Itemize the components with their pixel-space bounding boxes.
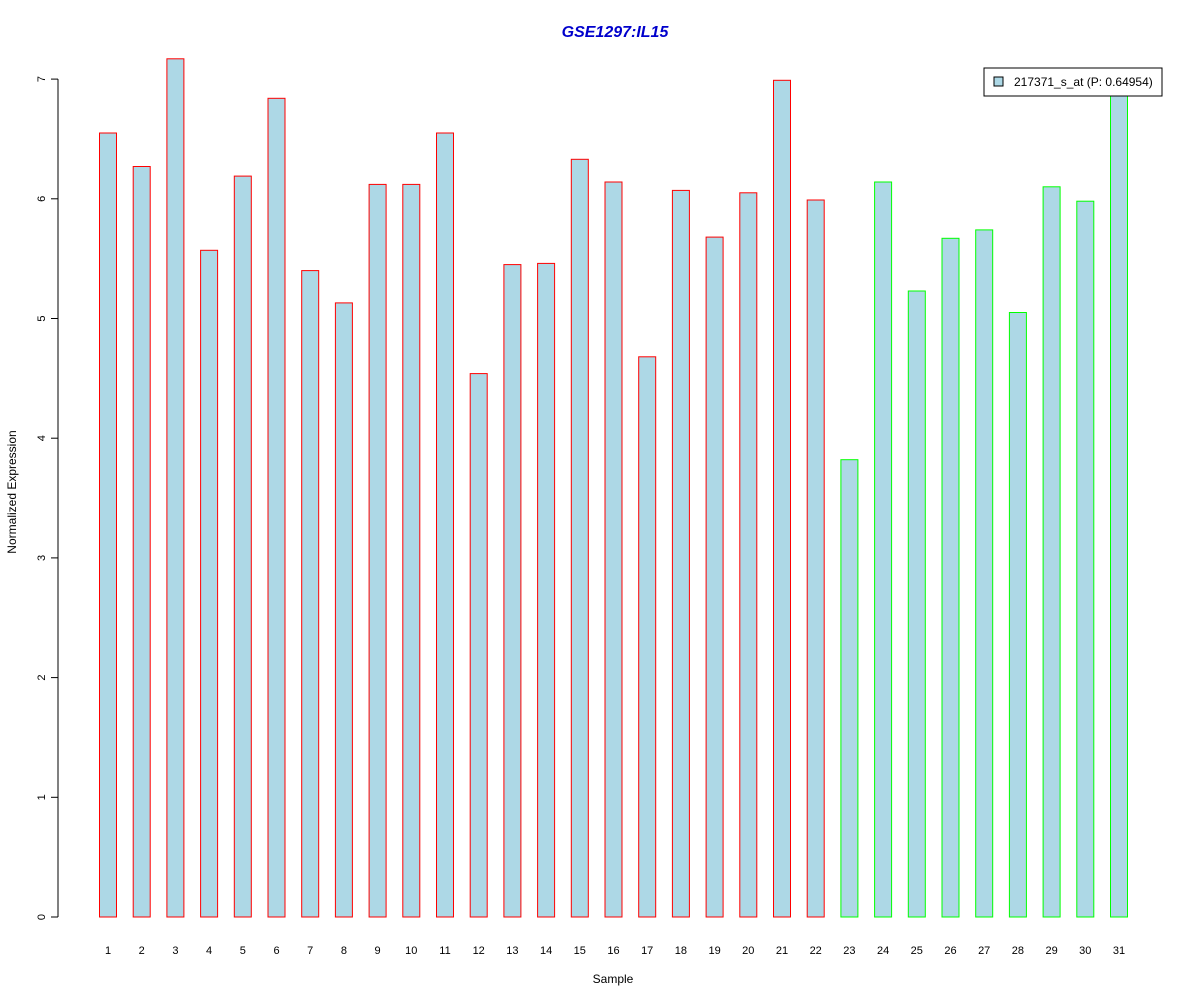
bar-sample-30 bbox=[1076, 200, 1095, 918]
bar-sample-15 bbox=[570, 158, 589, 918]
bar-sample-26 bbox=[941, 237, 960, 918]
bar-sample-18 bbox=[671, 189, 690, 918]
bar-sample-1 bbox=[99, 132, 117, 918]
bar-sample-2 bbox=[132, 166, 151, 918]
y-axis-label: Normalized Expression bbox=[5, 430, 19, 553]
bar-sample-17 bbox=[638, 356, 657, 918]
legend-swatch bbox=[993, 76, 1004, 87]
bar-sample-31 bbox=[1110, 95, 1128, 918]
y-tick-label: 2 bbox=[36, 675, 48, 681]
bar-sample-9 bbox=[368, 183, 387, 918]
x-tick-label: 31 bbox=[1113, 945, 1125, 957]
x-tick-label: 17 bbox=[641, 945, 653, 957]
y-tick-label: 5 bbox=[36, 315, 48, 321]
bar-sample-28 bbox=[1008, 312, 1027, 918]
y-tick-label: 7 bbox=[36, 76, 48, 82]
legend-label: 217371_s_at (P: 0.64954) bbox=[1014, 75, 1153, 89]
bar-sample-16 bbox=[604, 181, 623, 918]
x-tick-label: 23 bbox=[843, 945, 855, 957]
x-tick-labels: 1 2 3 4 5 6 7 8 9 10 11 12 13 14 15 16 17 18 19 20 21 22 23 24 2… bbox=[105, 945, 1125, 957]
y-tick-label: 3 bbox=[36, 555, 48, 561]
x-tick-label: 21 bbox=[776, 945, 788, 957]
bar-sample-23 bbox=[840, 459, 859, 918]
x-tick-label: 24 bbox=[877, 945, 889, 957]
bar-sample-4 bbox=[200, 249, 219, 918]
x-axis-label: Sample bbox=[593, 972, 634, 986]
y-tick-label: 4 bbox=[36, 435, 48, 441]
bar-sample-29 bbox=[1042, 186, 1061, 918]
x-tick-label: 30 bbox=[1079, 945, 1091, 957]
y-tick-label: 6 bbox=[36, 196, 48, 202]
bar-sample-8 bbox=[334, 302, 353, 918]
x-tick-label: 11 bbox=[439, 945, 450, 957]
x-tick-label: 6 bbox=[273, 945, 279, 957]
x-tick-label: 8 bbox=[341, 945, 347, 957]
x-tick-label: 16 bbox=[607, 945, 619, 957]
x-tick-label: 26 bbox=[944, 945, 956, 957]
legend: 217371_s_at (P: 0.64954) bbox=[983, 67, 1163, 97]
legend-box bbox=[983, 67, 1163, 97]
x-tick-label: 19 bbox=[708, 945, 720, 957]
x-tick-label: 1 bbox=[105, 945, 111, 957]
x-tick-label: 3 bbox=[172, 945, 178, 957]
x-tick-label: 4 bbox=[206, 945, 212, 957]
bars-group bbox=[99, 58, 1128, 918]
bar-sample-5 bbox=[233, 175, 252, 918]
x-tick-label: 7 bbox=[307, 945, 313, 957]
x-tick-label: 2 bbox=[139, 945, 145, 957]
bar-sample-12 bbox=[469, 373, 488, 918]
bar-sample-3 bbox=[166, 58, 185, 918]
bar-sample-27 bbox=[975, 229, 994, 918]
x-tick-label: 29 bbox=[1045, 945, 1057, 957]
x-tick-label: 10 bbox=[405, 945, 417, 957]
x-tick-label: 18 bbox=[675, 945, 687, 957]
x-tick-label: 12 bbox=[473, 945, 485, 957]
bar-sample-22 bbox=[806, 199, 825, 918]
bar-sample-7 bbox=[301, 270, 320, 918]
x-tick-label: 28 bbox=[1012, 945, 1024, 957]
bar-sample-20 bbox=[739, 192, 758, 918]
y-tick-label: 0 bbox=[36, 914, 48, 920]
x-tick-label: 5 bbox=[240, 945, 246, 957]
bar-sample-14 bbox=[537, 262, 556, 918]
x-tick-label: 13 bbox=[506, 945, 518, 957]
y-tick-label: 1 bbox=[36, 794, 48, 800]
bar-sample-10 bbox=[402, 183, 421, 918]
bar-sample-13 bbox=[503, 264, 522, 918]
x-tick-label: 20 bbox=[742, 945, 754, 957]
bar-sample-11 bbox=[436, 132, 454, 918]
chart-title: GSE1297:IL15 bbox=[562, 24, 670, 41]
bar-sample-21 bbox=[773, 79, 791, 918]
x-tick-label: 9 bbox=[375, 945, 381, 957]
bar-sample-19 bbox=[705, 236, 724, 918]
bar-sample-24 bbox=[874, 181, 893, 918]
bar-sample-25 bbox=[907, 290, 926, 918]
x-tick-label: 27 bbox=[978, 945, 990, 957]
x-tick-label: 14 bbox=[540, 945, 552, 957]
y-axis: 0 1 2 3 4 5 6 7 bbox=[36, 76, 59, 920]
bar-sample-6 bbox=[267, 97, 286, 918]
x-tick-label: 22 bbox=[810, 945, 822, 957]
x-tick-label: 25 bbox=[911, 945, 923, 957]
x-tick-label: 15 bbox=[574, 945, 586, 957]
